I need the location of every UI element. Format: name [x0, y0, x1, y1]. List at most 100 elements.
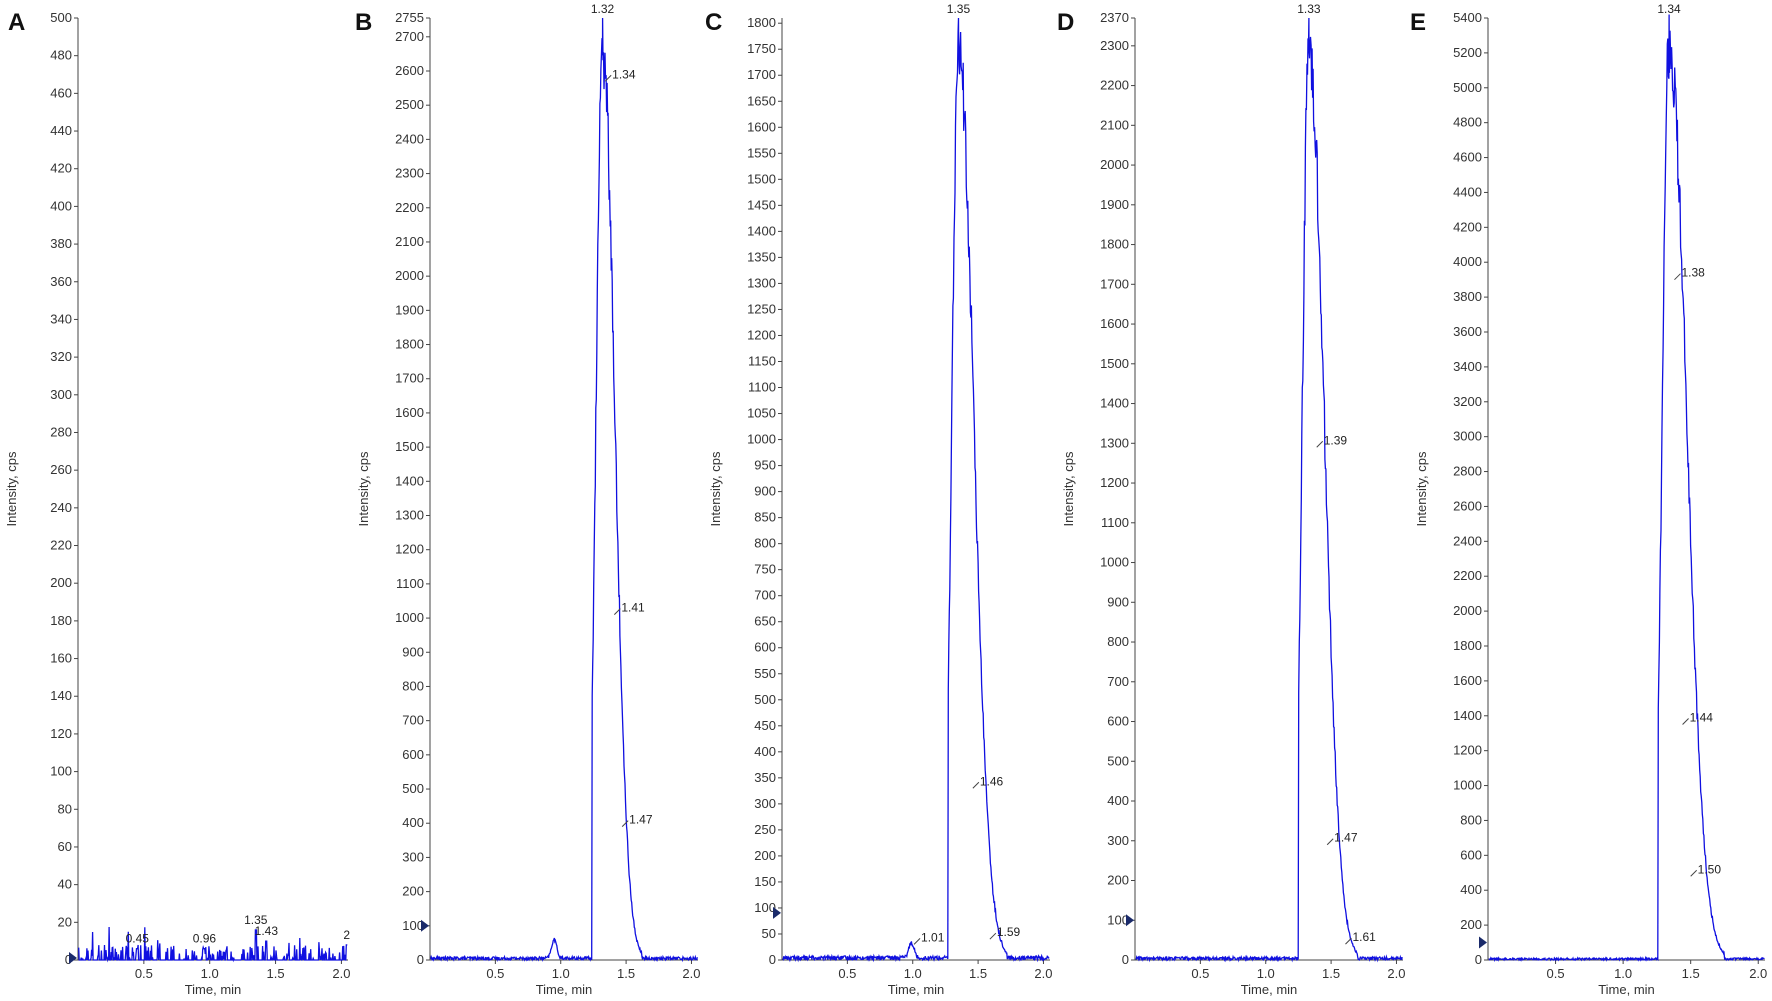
x-tick-label: 0.5	[1547, 966, 1565, 981]
y-tick-label: 950	[754, 458, 776, 473]
y-tick-label: 700	[754, 588, 776, 603]
peak-label-leader	[604, 74, 612, 82]
x-tick-label: 1.0	[904, 966, 922, 981]
apex-label: 1.32	[591, 2, 615, 16]
y-tick-label: 1900	[1100, 197, 1129, 212]
y-tick-label: 480	[50, 48, 72, 63]
peak-label: 1.34	[612, 67, 636, 81]
peak-label-leader	[1690, 869, 1698, 877]
y-tick-label: 4000	[1453, 254, 1482, 269]
y-tick-label: 2200	[395, 200, 424, 215]
y-tick-label: 1000	[395, 610, 424, 625]
y-tick-label: 0	[1475, 952, 1482, 967]
y-tick-label: 2300	[1100, 38, 1129, 53]
y-tick-label: 200	[402, 884, 424, 899]
y-tick-label: 1200	[1453, 743, 1482, 758]
baseline-marker-icon	[1479, 936, 1487, 949]
y-tick-label: 380	[50, 236, 72, 251]
y-tick-label: 400	[754, 744, 776, 759]
y-axis-title: Intensity, cps	[708, 451, 723, 526]
peak-label-leader	[1682, 718, 1689, 725]
y-tick-label: 1550	[747, 145, 776, 160]
y-tick-label: 260	[50, 462, 72, 477]
y-tick-label: 320	[50, 349, 72, 364]
y-tick-label: 40	[58, 877, 72, 892]
y-tick-label: 800	[402, 678, 424, 693]
peak-label: 1.44	[1690, 711, 1714, 725]
y-tick-label: 300	[50, 387, 72, 402]
y-tick-label: 2600	[395, 63, 424, 78]
x-tick-label: 1.0	[201, 966, 219, 981]
y-tick-label: 5200	[1453, 45, 1482, 60]
y-tick-label: 4400	[1453, 184, 1482, 199]
y-tick-label: 0	[65, 952, 72, 967]
y-tick-label: 100	[754, 900, 776, 915]
y-axis-title: Intensity, cps	[4, 451, 19, 526]
y-tick-label: 2700	[395, 29, 424, 44]
y-tick-label: 450	[754, 718, 776, 733]
y-tick-label: 1300	[1100, 435, 1129, 450]
y-tick-label: 400	[1460, 882, 1482, 897]
y-tick-label: 300	[754, 796, 776, 811]
y-axis-title: Intensity, cps	[356, 451, 371, 526]
peak-label: 0.45	[126, 932, 150, 946]
x-tick-label: 0.5	[135, 966, 153, 981]
y-tick-label: 650	[754, 614, 776, 629]
y-tick-label: 1350	[747, 249, 776, 264]
y-tick-label: 600	[1107, 714, 1129, 729]
x-tick-label: 1.0	[1614, 966, 1632, 981]
peak-label-leader	[989, 932, 997, 940]
y-tick-label: 700	[1107, 674, 1129, 689]
y-tick-label: 4800	[1453, 115, 1482, 130]
y-tick-label: 1300	[395, 507, 424, 522]
y-tick-label: 200	[1107, 873, 1129, 888]
y-tick-label: 1700	[395, 371, 424, 386]
y-tick-label: 300	[1107, 833, 1129, 848]
peak-label-leader	[972, 781, 980, 789]
x-tick-label: 2.0	[1387, 966, 1405, 981]
y-axis-title: Intensity, cps	[1414, 451, 1429, 526]
y-tick-label: 340	[50, 311, 72, 326]
peak-label-leader	[1674, 273, 1681, 281]
y-tick-label: 80	[58, 801, 72, 816]
y-tick-label: 2100	[395, 234, 424, 249]
y-tick-label: 250	[754, 822, 776, 837]
y-tick-label: 3200	[1453, 394, 1482, 409]
peak-label: 1.38	[1681, 266, 1705, 280]
y-tick-label: 500	[402, 781, 424, 796]
y-tick-label: 4200	[1453, 219, 1482, 234]
trace-line	[782, 17, 1050, 963]
y-tick-label: 850	[754, 510, 776, 525]
baseline-marker-icon	[69, 952, 77, 964]
y-tick-label: 1500	[1100, 356, 1129, 371]
panel-letter: B	[355, 9, 372, 36]
y-tick-label: 1900	[395, 302, 424, 317]
apex-label: 1.34	[1657, 2, 1681, 16]
baseline-marker-icon	[1126, 914, 1134, 927]
y-tick-label: 500	[1107, 753, 1129, 768]
y-tick-label: 1100	[1101, 515, 1129, 530]
y-tick-label: 1400	[747, 223, 776, 238]
y-tick-label: 2400	[1453, 533, 1482, 548]
peak-label: 1.39	[1324, 433, 1348, 447]
apex-label: 1.35	[947, 2, 971, 16]
y-tick-label: 1600	[395, 405, 424, 420]
y-tick-label: 900	[754, 484, 776, 499]
y-tick-label: 500	[754, 692, 776, 707]
y-tick-label: 440	[50, 123, 72, 138]
peak-label: 1.47	[1334, 831, 1358, 845]
y-tick-label: 160	[50, 651, 72, 666]
y-tick-label: 20	[58, 914, 72, 929]
y-tick-label: 2100	[1100, 117, 1129, 132]
x-tick-label: 0.5	[838, 966, 856, 981]
trace-line	[430, 17, 698, 963]
panel-letter: D	[1057, 9, 1074, 36]
peak-label: 1.43	[255, 924, 279, 938]
y-tick-label: 400	[50, 198, 72, 213]
y-tick-label: 0	[769, 952, 776, 967]
y-tick-label: 100	[50, 764, 72, 779]
x-tick-label: 2.0	[1749, 966, 1767, 981]
peak-label: 2	[343, 928, 350, 942]
y-tick-label: 220	[50, 538, 72, 553]
